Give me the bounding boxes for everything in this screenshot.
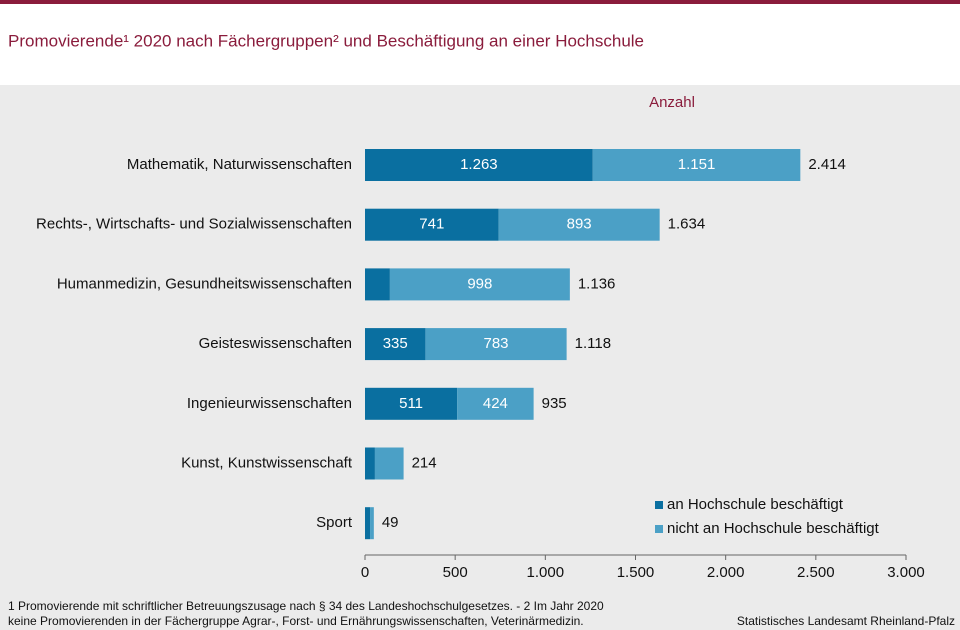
value-label: 335	[383, 335, 408, 352]
x-tick-label: 1.000	[527, 564, 565, 581]
x-tick-label: 500	[443, 564, 468, 581]
bar-segment	[365, 208, 499, 241]
x-tick-label: 2.000	[707, 564, 745, 581]
legend-swatch	[655, 525, 663, 533]
total-label: 49	[382, 514, 399, 531]
unit-label: Anzahl	[649, 94, 695, 111]
value-label: 1.151	[678, 156, 716, 173]
x-tick-label: 0	[361, 564, 369, 581]
category-label: Ingenieurwissenschaften	[187, 395, 352, 412]
footnote: 1 Promovierende mit schriftlicher Betreu…	[8, 599, 604, 613]
source: Statistisches Landesamt Rheinland-Pfalz	[737, 614, 955, 628]
category-label: Geisteswissenschaften	[199, 335, 352, 352]
total-label: 1.118	[575, 335, 611, 352]
value-label: 1.263	[460, 156, 498, 173]
x-tick-label: 2.500	[797, 564, 835, 581]
top-bar	[0, 0, 960, 4]
bar-segment	[374, 447, 404, 480]
bar-segment	[365, 507, 371, 540]
x-tick-label: 3.000	[887, 564, 925, 581]
bar-segment	[498, 208, 660, 241]
bar-segment	[365, 149, 593, 181]
total-label: 935	[542, 395, 567, 412]
value-label: 998	[467, 275, 492, 292]
bar-segment	[389, 268, 570, 301]
value-label: 893	[567, 216, 592, 233]
bar-segment	[425, 328, 567, 361]
bar-segment	[365, 328, 426, 361]
category-label: Mathematik, Naturwissenschaften	[127, 156, 352, 173]
bar-segment	[365, 268, 390, 301]
value-label: 511	[399, 395, 423, 412]
bar-segment	[365, 447, 375, 480]
category-label: Humanmedizin, Gesundheitswissenschaften	[57, 275, 352, 292]
chart-title: Promovierende¹ 2020 nach Fächergruppen² …	[8, 31, 644, 50]
category-label: Kunst, Kunstwissenschaft	[181, 454, 353, 471]
value-label: 783	[483, 335, 508, 352]
category-label: Rechts-, Wirtschafts- und Sozialwissensc…	[36, 216, 352, 233]
legend-label: nicht an Hochschule beschäftigt	[667, 520, 880, 537]
category-label: Sport	[316, 514, 353, 531]
bar-segment	[365, 387, 458, 420]
x-tick-label: 1.500	[617, 564, 655, 581]
value-label: 741	[419, 216, 444, 233]
bar-segment	[457, 387, 534, 420]
legend-label: an Hochschule beschäftigt	[667, 496, 844, 513]
bar-segment	[592, 149, 801, 181]
value-label: 424	[483, 395, 508, 412]
bar-segment	[370, 507, 374, 540]
total-label: 2.414	[808, 156, 846, 173]
footnote: keine Promovierenden in der Fächergruppe…	[8, 614, 584, 628]
total-label: 214	[412, 454, 437, 471]
legend-swatch	[655, 501, 663, 509]
total-label: 1.136	[578, 275, 616, 292]
total-label: 1.634	[668, 216, 706, 233]
